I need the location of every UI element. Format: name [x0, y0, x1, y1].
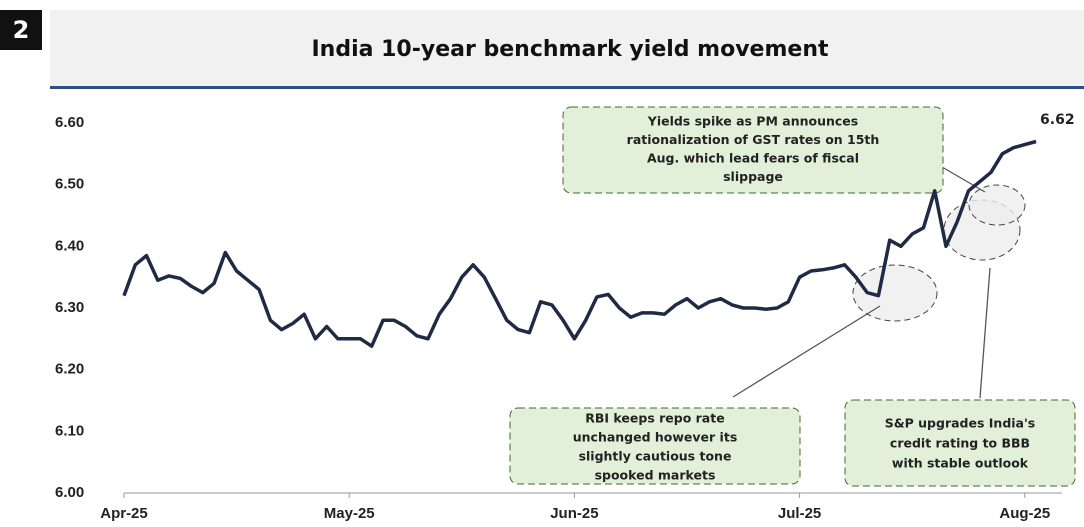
- yield-line: [122, 139, 1037, 348]
- y-tick-label: 6.40: [55, 237, 84, 254]
- annotation-line: rationalization of GST rates on 15th: [627, 132, 880, 147]
- annotation-line: with stable outlook: [892, 456, 1029, 471]
- badge-box: [0, 10, 42, 50]
- x-tick-label: Jul-25: [778, 505, 821, 522]
- y-tick-label: 6.10: [55, 422, 84, 439]
- x-tick-label: Jun-25: [550, 505, 598, 522]
- y-tick-label: 6.20: [55, 361, 84, 378]
- x-tick-label: Aug-25: [999, 505, 1050, 522]
- annotation-line: Yields spike as PM announces: [647, 114, 858, 129]
- x-tick-label: Apr-25: [100, 505, 148, 522]
- callout: [562, 106, 944, 194]
- annotation-line: S&P upgrades India's: [885, 416, 1036, 431]
- highlight: [968, 184, 1026, 226]
- callout: [844, 399, 1076, 487]
- chart-title: India 10-year benchmark yield movement: [311, 37, 829, 62]
- annotation-line: unchanged however its: [573, 430, 738, 445]
- y-tick-label: 6.00: [55, 484, 84, 501]
- badge: 2: [13, 16, 30, 44]
- y-tick-label: 6.50: [55, 176, 84, 193]
- x-tick-label: May-25: [324, 505, 375, 522]
- arrow: [979, 267, 991, 399]
- shapes: [509, 106, 1076, 487]
- arrow: [732, 305, 881, 398]
- annotation-line: RBI keeps repo rate: [585, 411, 724, 426]
- annotation-line: credit rating to BBB: [890, 436, 1030, 451]
- callout: [509, 407, 801, 485]
- y-tick-label: 6.60: [55, 114, 84, 131]
- annotation-line: Aug. which lead fears of fiscal: [647, 151, 859, 166]
- annotation-line: spooked markets: [595, 468, 716, 483]
- end-label: 6.62: [1040, 112, 1075, 128]
- title-rule: [50, 86, 1084, 89]
- title-bar: [50, 10, 1084, 86]
- highlight: [852, 264, 938, 322]
- y-tick-label: 6.30: [55, 299, 84, 316]
- annotation-line: slippage: [723, 169, 783, 184]
- annotation-line: slightly cautious tone: [579, 449, 732, 464]
